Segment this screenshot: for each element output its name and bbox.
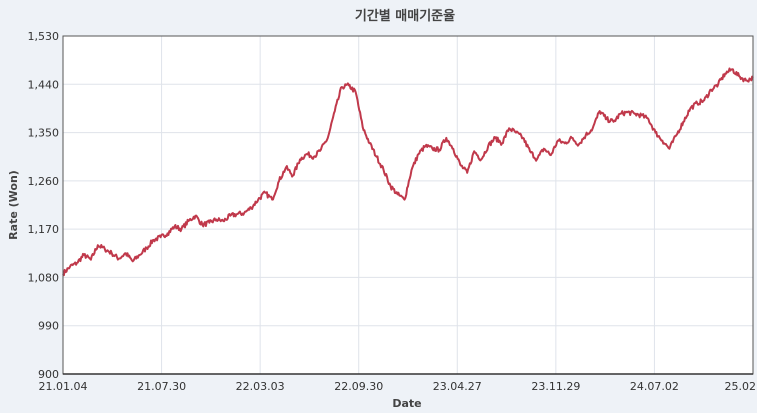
y-tick-label: 900 [38,368,59,381]
y-tick-label: 1,350 [28,127,60,140]
x-tick-label: 24.07.02 [630,380,679,393]
y-tick-label: 1,170 [28,223,60,236]
x-tick-label: 23.04.27 [433,380,482,393]
x-tick-label: 25.02 [725,380,757,393]
y-tick-label: 1,530 [28,30,60,43]
plot-area [63,36,753,374]
x-tick-label: 21.07.30 [137,380,186,393]
y-tick-label: 990 [38,320,59,333]
x-tick-label: 22.03.03 [236,380,285,393]
y-tick-label: 1,260 [28,175,60,188]
x-tick-label: 22.09.30 [334,380,383,393]
x-axis-label: Date [392,397,421,410]
x-axis-ticks: 21.01.04 21.07.30 22.03.03 22.09.30 23.04.27… [39,380,756,393]
y-tick-label: 1,080 [28,271,60,284]
y-axis-label: Rate (Won) [7,170,20,240]
chart-title: 기간별 매매기준율 [355,8,455,24]
y-tick-label: 1,440 [28,78,60,91]
x-tick-label: 21.01.04 [39,380,88,393]
x-tick-label: 23.11.29 [531,380,580,393]
rate-series-line [62,67,754,277]
y-axis-ticks: 1,530 1,440 1,350 1,260 1,170 1,080 990 900 [28,30,60,381]
series-layer [62,67,754,277]
